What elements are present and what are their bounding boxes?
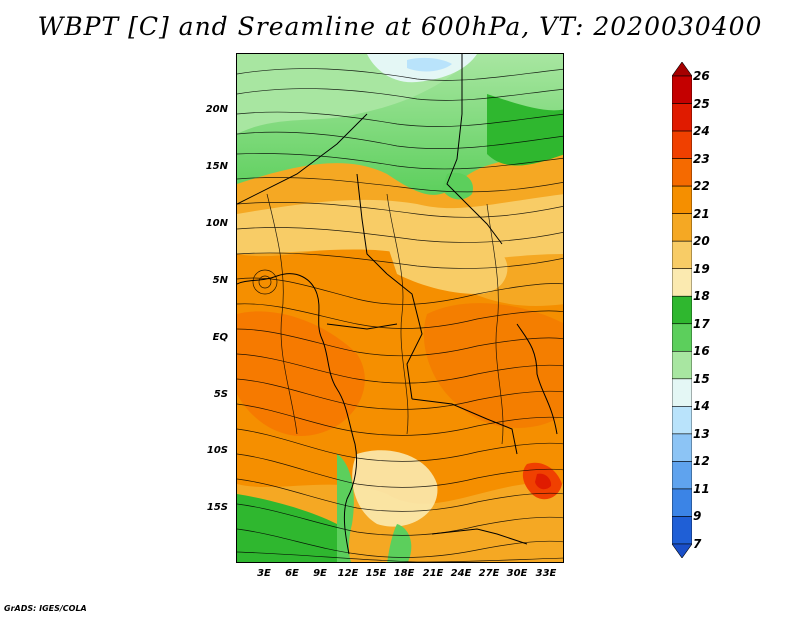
colorbar-segment (672, 62, 692, 77)
colorbar-segment (672, 433, 692, 462)
boundaries (237, 54, 558, 555)
colorbar-tick-label: 20 (693, 234, 710, 249)
colorbar-tick-label: 9 (693, 509, 702, 524)
lon-label-27e: 27E (478, 568, 500, 579)
colorbar-segment (672, 213, 692, 242)
colorbar-tick-label: 7 (693, 537, 702, 551)
lon-label-15e: 15E (365, 568, 387, 579)
field-pale-south (352, 450, 438, 527)
colorbar-segment (672, 240, 692, 270)
map-panel (236, 53, 564, 563)
colorbar-tick-label: 22 (693, 179, 710, 194)
lon-label-12e: 12E (337, 568, 359, 579)
colorbar-segment (672, 516, 692, 545)
lat-label-10s: 10S (206, 445, 228, 456)
colorbar-tick-label: 15 (693, 371, 710, 386)
lat-label-15s: 15S (206, 502, 228, 513)
map-field (237, 54, 563, 562)
colorbar-tick-label: 11 (693, 481, 710, 496)
colorbar-segment (672, 130, 692, 159)
colorbar-segment (672, 75, 692, 104)
colorbar-segment (672, 350, 692, 380)
colorbar-tick-label: 12 (693, 454, 710, 469)
colorbar-segment (672, 406, 692, 435)
lat-label-eq: EQ (212, 332, 228, 343)
lon-label-33e: 33E (535, 568, 557, 579)
colorbar-segment (672, 185, 692, 214)
colorbar-segment (672, 103, 692, 132)
colorbar-segment (672, 378, 692, 407)
field-s-green (387, 524, 412, 562)
chart-title: WBPT [C] and Sreamline at 600hPa, VT: 20… (37, 12, 763, 41)
lon-label-30e: 30E (506, 568, 528, 579)
lon-label-9e: 9E (313, 568, 327, 579)
field-red-spot-2 (535, 473, 552, 490)
lat-label-15n: 15N (205, 161, 228, 172)
lon-label-24e: 24E (450, 568, 472, 579)
colorbar-segment (672, 158, 692, 187)
field-green-east (487, 94, 563, 166)
colorbar-segment (672, 268, 692, 297)
streamlines (237, 68, 563, 562)
colorbar-tick-label: 19 (693, 261, 710, 276)
field-orange-west (237, 311, 365, 436)
colorbar-segment (672, 543, 692, 558)
colorbar-segment (672, 295, 692, 325)
lat-label-10n: 10N (205, 218, 228, 229)
colorbar-tick-label: 23 (693, 151, 710, 166)
field-orange-east (423, 303, 563, 428)
colorbar-tick-label: 24 (693, 124, 710, 139)
field-north-blue (407, 57, 452, 72)
lat-label-5n: 5N (212, 275, 228, 286)
field-green-patch (442, 172, 473, 200)
colorbar-tick-label: 14 (693, 399, 710, 414)
lon-label-21e: 21E (422, 568, 444, 579)
colorbar-tick-label: 17 (693, 316, 710, 331)
colorbar-segment (672, 461, 692, 490)
lon-label-6e: 6E (285, 568, 299, 579)
colorbar-graphic (672, 62, 692, 558)
lon-label-3e: 3E (257, 568, 271, 579)
lon-label-18e: 18E (393, 568, 415, 579)
colorbar-tick-label: 13 (693, 426, 710, 441)
field-pale-belt (237, 194, 563, 261)
colorbar-segment (672, 323, 692, 352)
footer-credit: GrADS: IGES/COLA (4, 604, 87, 613)
colorbar (672, 62, 692, 558)
colorbar-tick-label: 26 (693, 69, 710, 83)
colorbar-tick-label: 16 (693, 344, 710, 359)
colorbar-segment (672, 488, 692, 517)
lat-label-20n: 20N (205, 104, 228, 115)
colorbar-tick-label: 25 (693, 96, 710, 111)
colorbar-tick-label: 18 (693, 289, 710, 304)
lat-label-5s: 5S (213, 389, 228, 400)
colorbar-tick-label: 21 (693, 206, 710, 221)
